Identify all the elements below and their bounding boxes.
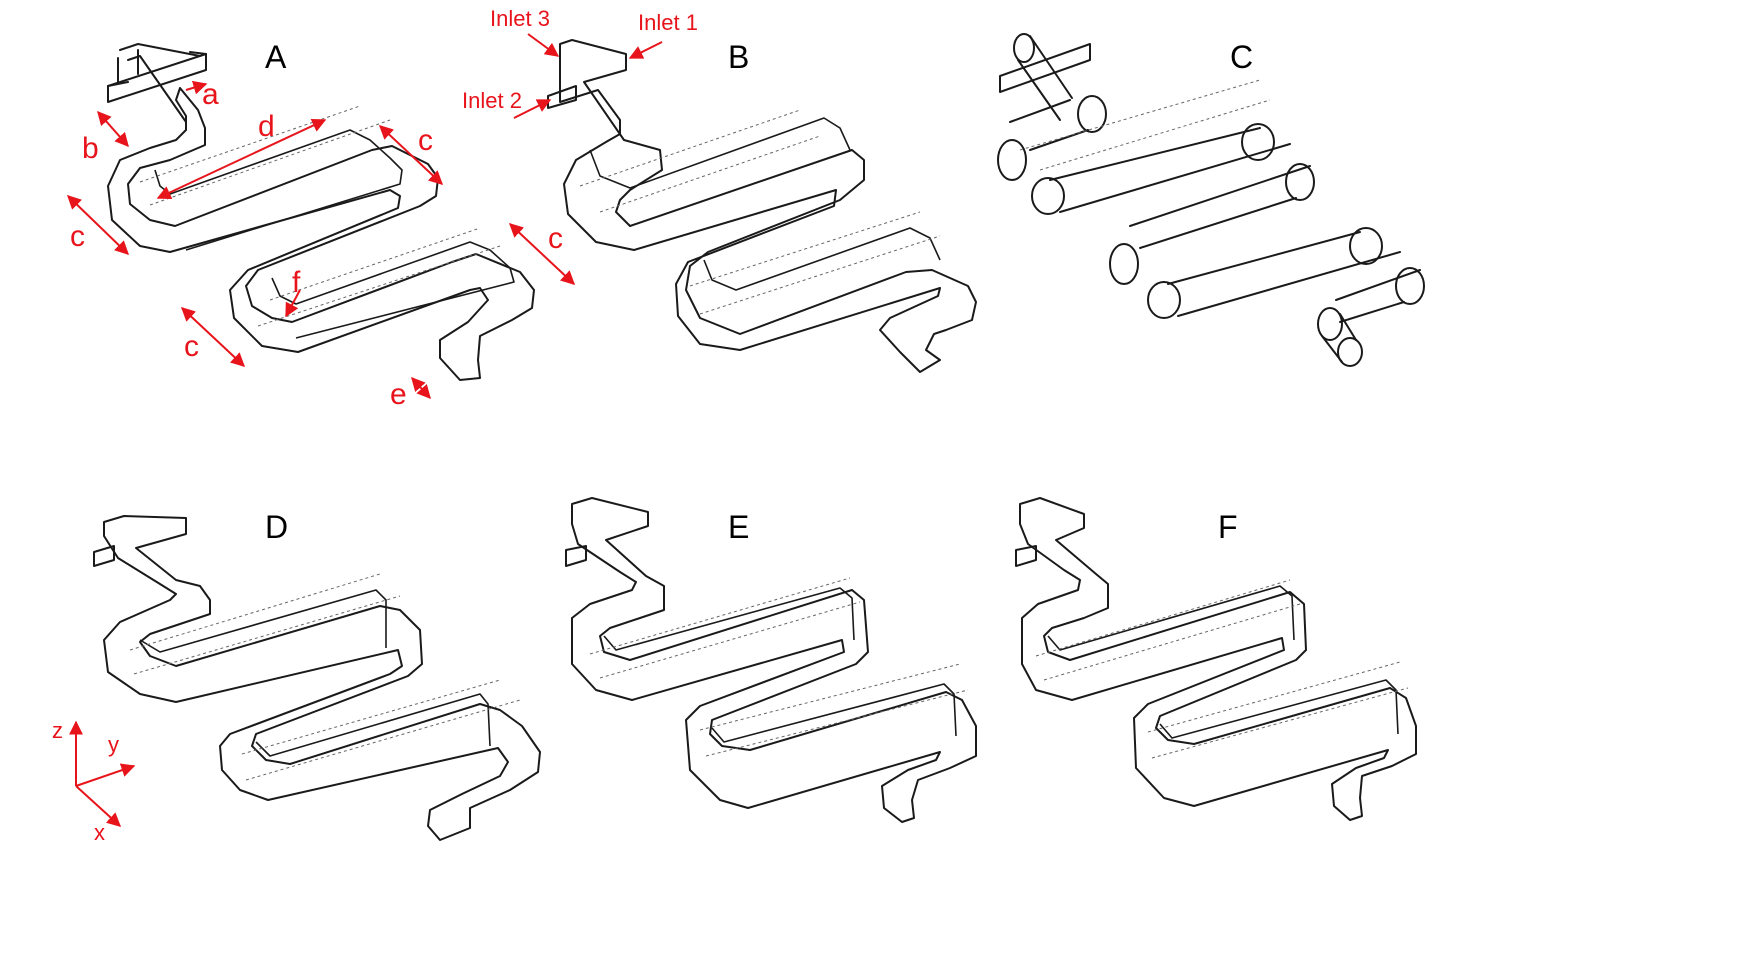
inlet-2-arrow	[513, 99, 552, 119]
dimension-label-c-3: c	[548, 222, 563, 255]
dimension-c-arrow-4	[180, 307, 246, 367]
inlet-1-arrow	[628, 41, 663, 59]
panel-e-diagram: E	[565, 497, 977, 823]
panel-letter-a: A	[265, 39, 287, 75]
panel-letter-e: E	[728, 509, 749, 545]
y-axis-label: y	[108, 732, 119, 757]
inlet-2-label: Inlet 2	[462, 88, 522, 113]
dimension-label-b: b	[82, 132, 99, 165]
dimension-f-arrow	[285, 289, 301, 318]
inlet-3-arrow	[527, 33, 560, 57]
dimension-label-e: e	[390, 378, 407, 411]
inlet-3-label: Inlet 3	[490, 6, 550, 31]
panel-a-diagram: A a b d c c c c f e	[66, 39, 576, 411]
dimension-label-f: f	[292, 266, 301, 299]
dimension-c-arrow-2	[66, 195, 130, 255]
panel-letter-b: B	[728, 39, 749, 75]
dimension-a-arrow	[185, 80, 208, 95]
panel-b-diagram: B Inlet 3 Inlet 1 Inlet 2	[462, 6, 977, 373]
panel-d-diagram: D z y x	[52, 509, 541, 845]
y-axis-arrow	[75, 763, 136, 787]
dimension-label-c-1: c	[418, 124, 433, 157]
panel-letter-c: C	[1230, 39, 1253, 75]
panel-letter-d: D	[265, 509, 288, 545]
panel-f-diagram: F	[1015, 497, 1417, 821]
dimension-b-arrow	[97, 110, 129, 148]
dimension-label-c-4: c	[184, 330, 199, 363]
dimension-label-a: a	[202, 78, 219, 111]
dimension-d-arrow	[156, 118, 327, 200]
z-axis-label: z	[52, 718, 63, 743]
dimension-label-d: d	[258, 110, 275, 143]
panel-letter-f: F	[1218, 509, 1238, 545]
dimension-c-arrow-1	[378, 125, 444, 185]
x-axis-arrow	[75, 785, 122, 827]
axis-triad: z y x	[52, 718, 136, 845]
x-axis-label: x	[94, 820, 105, 845]
panel-c-diagram: C	[997, 33, 1425, 367]
dimension-c-arrow-3	[508, 223, 576, 285]
inlet-1-label: Inlet 1	[638, 10, 698, 35]
dimension-label-c-2: c	[70, 220, 85, 253]
dimension-e-arrow	[411, 376, 431, 400]
